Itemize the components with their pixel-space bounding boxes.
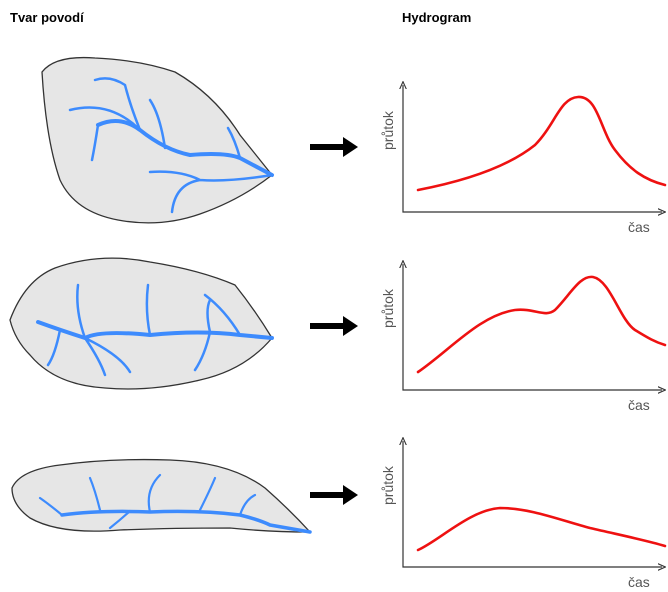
hydrograph-1: průtok čas xyxy=(380,85,667,235)
hydrograph-2: průtok čas xyxy=(380,264,667,413)
main-river xyxy=(96,119,274,177)
flow-curve xyxy=(416,275,667,374)
y-label: průtok xyxy=(380,288,396,328)
basin-2 xyxy=(9,257,274,390)
flow-curve xyxy=(416,506,667,552)
y-label: průtok xyxy=(380,465,396,505)
basin-3 xyxy=(11,458,312,534)
x-label: čas xyxy=(628,574,650,590)
axes xyxy=(403,85,662,212)
arrow-head xyxy=(343,137,358,157)
main-river xyxy=(60,509,312,534)
tributary xyxy=(68,77,274,214)
arrow-head xyxy=(343,316,358,336)
basin-1 xyxy=(41,56,274,224)
hydrograph-3: průtok čas xyxy=(380,441,667,590)
x-label: čas xyxy=(628,397,650,413)
right-header: Hydrogram xyxy=(402,10,471,25)
axes xyxy=(403,441,662,567)
y-label: průtok xyxy=(380,110,396,150)
arrow-head xyxy=(343,485,358,505)
tributary xyxy=(38,473,257,530)
x-label: čas xyxy=(628,219,650,235)
flow-curve xyxy=(416,95,667,192)
left-header: Tvar povodí xyxy=(10,10,84,25)
axes xyxy=(403,264,662,390)
tributary xyxy=(46,283,242,377)
